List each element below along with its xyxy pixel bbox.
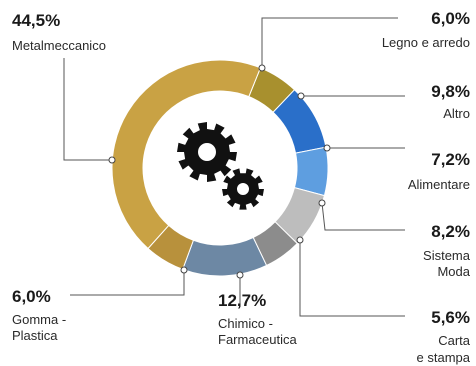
slice-5 <box>182 236 268 277</box>
slice-category-label: Farmaceutica <box>218 332 298 347</box>
slice-category-label: Moda <box>437 264 470 279</box>
slice-category-label: Carta <box>438 333 471 348</box>
slice-value-label: 8,2% <box>431 222 470 241</box>
slice-value-label: 9,8% <box>431 82 470 101</box>
leader-line-7 <box>63 58 112 161</box>
slice-value-label: 12,7% <box>218 291 266 310</box>
gears-icon <box>177 122 264 210</box>
leader-line-0 <box>261 17 398 68</box>
slice-category-label: Legno e arredo <box>382 35 470 50</box>
slice-value-label: 44,5% <box>12 11 60 30</box>
leader-line-4 <box>299 240 405 317</box>
slice-category-label: Sistema <box>423 248 471 263</box>
leader-dot-3 <box>318 199 326 207</box>
leader-dot-2 <box>323 144 331 152</box>
leader-dot-4 <box>296 236 304 244</box>
leader-line-3 <box>321 202 405 231</box>
slice-category-label: Plastica <box>12 328 58 343</box>
slice-category-label: Chimico - <box>218 316 273 331</box>
slices-group <box>111 59 329 277</box>
leader-dot-5 <box>236 271 244 279</box>
slice-2 <box>293 146 329 197</box>
leader-dot-1 <box>297 92 305 100</box>
leader-dot-6 <box>180 266 188 274</box>
leader-line-6 <box>70 270 185 296</box>
labels-group: 6,0% Legno e arredo 9,8% Altro 7,2% Alimentar… <box>12 9 471 365</box>
slice-category-label: Alimentare <box>408 177 470 192</box>
slice-category-label: e stampa <box>417 350 471 365</box>
leaders-group <box>63 17 405 317</box>
slice-value-label: 7,2% <box>431 150 470 169</box>
slice-category-label: Altro <box>443 106 470 121</box>
slice-category-label: Gomma - <box>12 312 66 327</box>
slice-7 <box>111 59 262 250</box>
slice-value-label: 6,0% <box>12 287 51 306</box>
leader-dot-0 <box>258 64 266 72</box>
slice-value-label: 5,6% <box>431 308 470 327</box>
large-gear-icon <box>177 122 237 182</box>
slice-category-label: Metalmeccanico <box>12 38 106 53</box>
leader-dot-7 <box>108 156 116 164</box>
small-gear-icon <box>222 168 264 210</box>
slice-value-label: 6,0% <box>431 9 470 28</box>
